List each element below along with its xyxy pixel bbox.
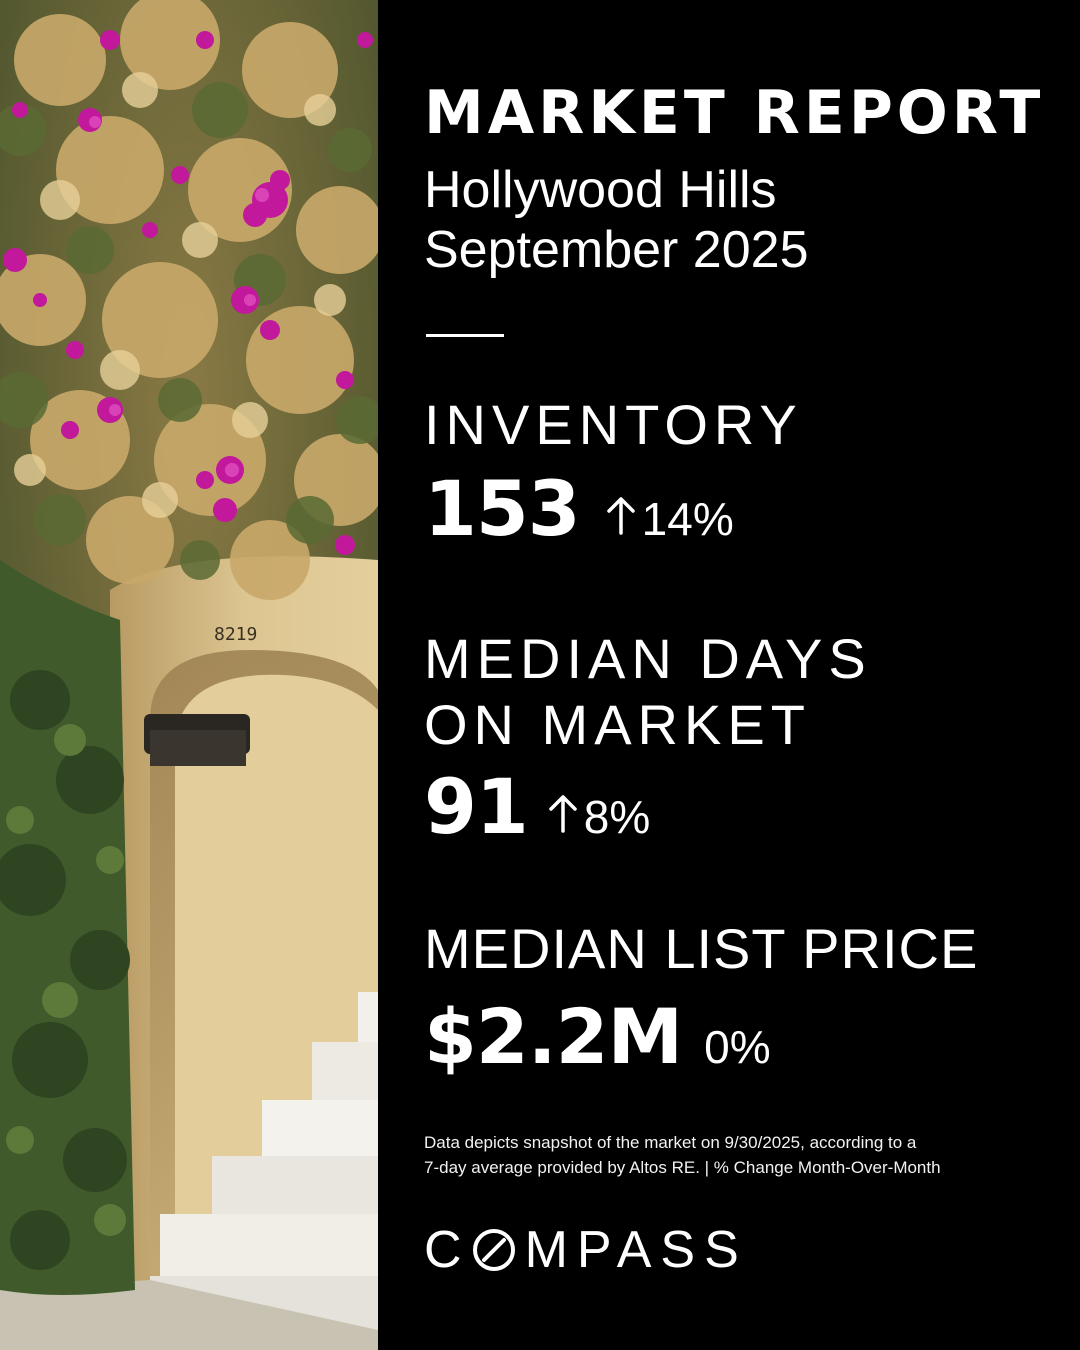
- stat-value-dom: 91: [424, 762, 529, 851]
- stat-inventory: 153 14%: [424, 466, 734, 552]
- hero-photo: 8219: [0, 0, 378, 1350]
- report-location: Hollywood Hills: [424, 161, 777, 219]
- stat-label-dom-line1: MEDIAN DAYS: [424, 627, 872, 690]
- stat-label-price: MEDIAN LIST PRICE: [424, 917, 979, 980]
- bougainvillea-archway-photo: 8219: [0, 0, 378, 1350]
- stat-change-inventory: 14%: [606, 492, 734, 546]
- stat-label-inventory: INVENTORY: [424, 393, 803, 456]
- arrow-up-icon: [549, 795, 577, 833]
- report-period: September 2025: [424, 221, 809, 279]
- compass-ring-icon: [472, 1229, 515, 1271]
- footnote-line-1: Data depicts snapshot of the market on 9…: [424, 1133, 917, 1152]
- stat-label-dom-line2: ON MARKET: [424, 693, 811, 756]
- house-number: 8219: [214, 624, 257, 645]
- data-footnote: Data depicts snapshot of the market on 9…: [424, 1130, 1044, 1180]
- divider: [426, 334, 504, 337]
- stat-change-price: 0%: [704, 1021, 771, 1073]
- report-title: MARKET REPORT: [424, 78, 1045, 148]
- stat-value-price: $2.2M: [424, 992, 683, 1081]
- report-panel: MARKET REPORT Hollywood Hills September …: [378, 0, 1080, 1350]
- stat-price: $2.2M 0%: [424, 994, 771, 1080]
- stat-dom: 91 8%: [424, 764, 650, 850]
- stat-change-dom: 8%: [548, 790, 650, 844]
- logo-letters-rest: MPASS: [524, 1221, 748, 1279]
- footnote-line-2: 7-day average provided by Altos RE. | % …: [424, 1158, 941, 1177]
- stat-change-dom-text: 8%: [583, 791, 651, 843]
- arrow-up-icon: [606, 497, 635, 535]
- stat-change-inventory-text: 14%: [641, 493, 734, 545]
- stat-value-inventory: 153: [424, 464, 581, 553]
- compass-logo: C MPASS: [424, 1221, 748, 1279]
- logo-letter-c: C: [424, 1221, 471, 1279]
